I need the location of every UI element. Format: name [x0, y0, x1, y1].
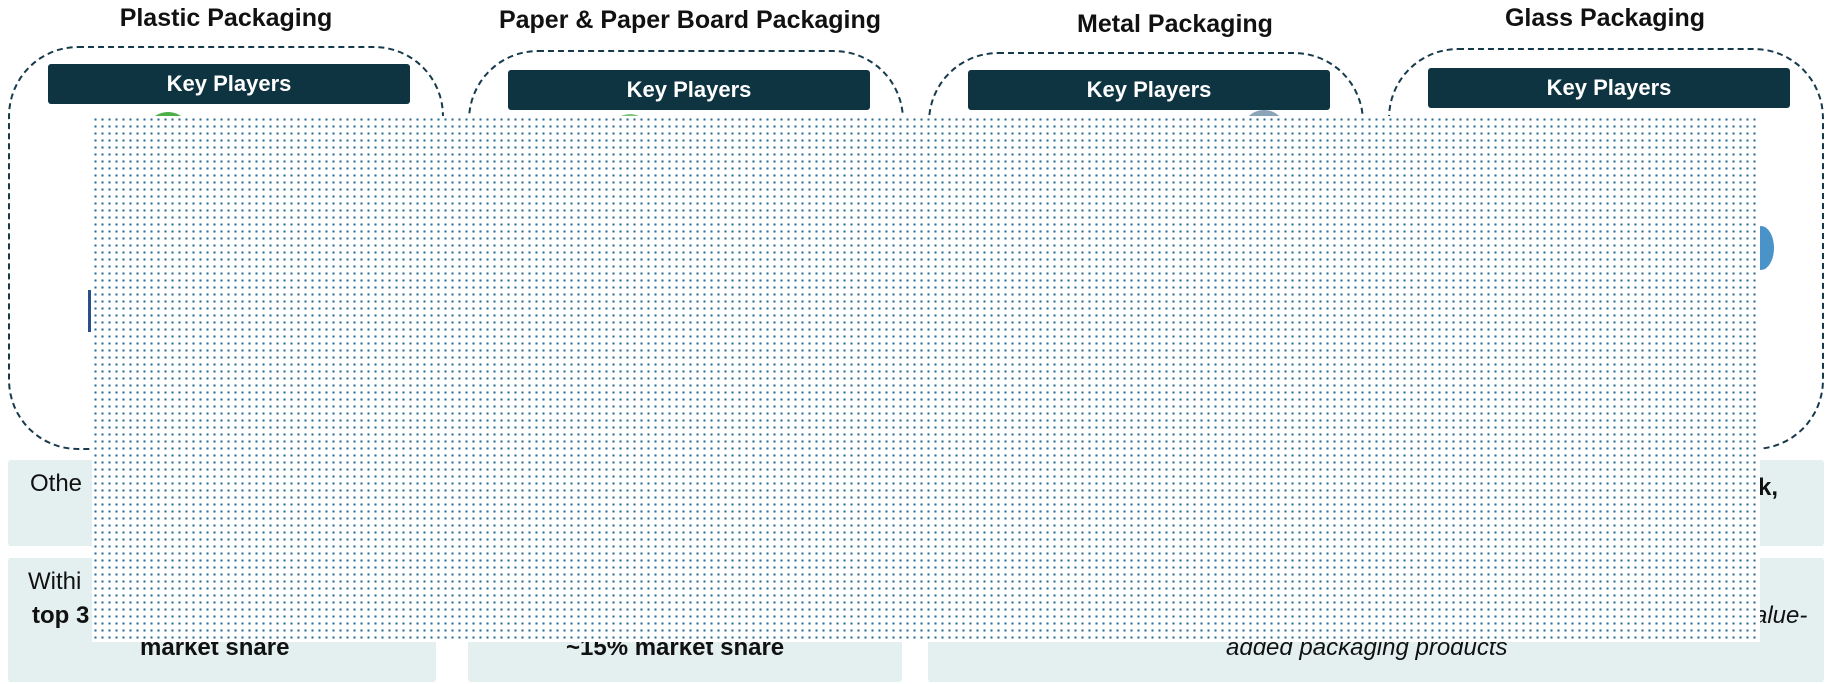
column-title-paper: Paper & Paper Board Packaging: [498, 6, 882, 34]
info-text-row2-left-2: top 3: [32, 602, 90, 629]
key-players-button-glass[interactable]: Key Players: [1428, 68, 1790, 108]
info-text-row1-right: k,: [1758, 474, 1779, 501]
column-title-metal: Metal Packaging: [1077, 10, 1273, 38]
info-text-row2-left-1: Withi: [28, 568, 82, 595]
info-text-row2-right-1: alue-: [1754, 602, 1808, 629]
column-title-plastic: Plastic Packaging: [119, 4, 333, 32]
column-title-glass: Glass Packaging: [1504, 4, 1706, 32]
player-logo-bar-plastic: [88, 290, 91, 332]
redaction-overlay: [92, 116, 1760, 642]
info-text-row1-left: Othe: [30, 470, 83, 497]
key-players-button-plastic[interactable]: Key Players: [48, 64, 410, 104]
key-players-button-metal[interactable]: Key Players: [968, 70, 1330, 110]
key-players-button-paper[interactable]: Key Players: [508, 70, 870, 110]
